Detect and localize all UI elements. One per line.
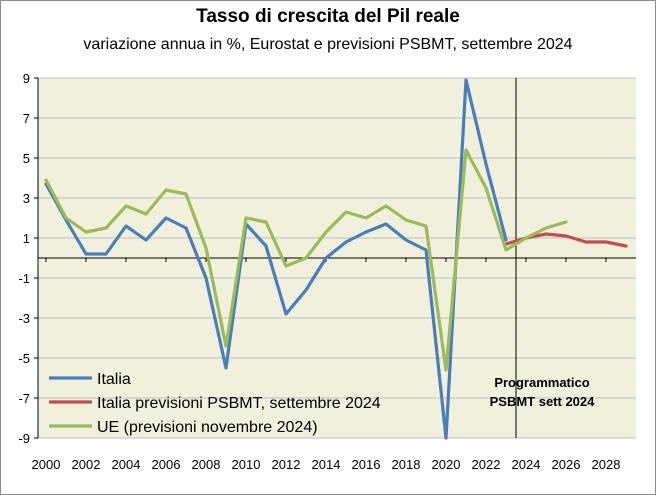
- x-axis-ticks: 2000 2002 2004 2006 2008 2010 2012 2014 2016 2018…: [32, 258, 621, 472]
- series-line-2: [44, 148, 568, 372]
- x-tick-label: 2006: [152, 457, 181, 472]
- x-tick-label: 2002: [72, 457, 101, 472]
- annotation-label: Programmatico: [494, 375, 589, 390]
- x-tick-label: 2010: [232, 457, 261, 472]
- x-tick-label: 2022: [472, 457, 501, 472]
- x-tick-label: 2008: [192, 457, 221, 472]
- series-line-0: [44, 78, 508, 440]
- x-tick-label: 2014: [312, 457, 341, 472]
- series-lines: [44, 78, 628, 440]
- axes: [37, 78, 636, 438]
- x-tick-label: 2012: [272, 457, 301, 472]
- x-tick-label: 2026: [552, 457, 581, 472]
- y-axis-ticks: 9 7 5 3 1 -1 -3 -5 -7 -9: [18, 71, 38, 446]
- x-tick-label: 2020: [432, 457, 461, 472]
- gridlines: [38, 77, 636, 439]
- x-tick-label: 2000: [32, 457, 61, 472]
- y-tick-label: -3: [18, 311, 30, 326]
- y-tick-label: 5: [23, 151, 30, 166]
- x-tick-label: 2016: [352, 457, 381, 472]
- legend-label: Italia: [97, 371, 131, 388]
- y-tick-label: -1: [18, 271, 30, 286]
- x-tick-label: 2018: [392, 457, 421, 472]
- legend: Italia Italia previsioni PSBMT, settembre…: [49, 371, 381, 436]
- annotations: Programmatico PSBMT sett 2024: [490, 375, 596, 409]
- y-tick-label: -7: [18, 391, 30, 406]
- annotation-label: PSBMT sett 2024: [490, 394, 596, 409]
- legend-label: Italia previsioni PSBMT, settembre 2024: [97, 395, 381, 412]
- chart-subtitle: variazione annua in %, Eurostat e previs…: [83, 36, 573, 53]
- y-tick-label: -9: [18, 431, 30, 446]
- legend-label: UE (previsioni novembre 2024): [97, 419, 318, 436]
- y-tick-label: 9: [23, 71, 30, 86]
- x-tick-label: 2024: [512, 457, 541, 472]
- y-tick-label: -5: [18, 351, 30, 366]
- x-tick-label: 2004: [112, 457, 141, 472]
- y-tick-label: 3: [23, 191, 30, 206]
- y-tick-label: 1: [23, 231, 30, 246]
- y-tick-label: 7: [23, 111, 30, 126]
- chart-title: Tasso di crescita del Pil reale: [196, 6, 460, 27]
- x-tick-label: 2028: [592, 457, 621, 472]
